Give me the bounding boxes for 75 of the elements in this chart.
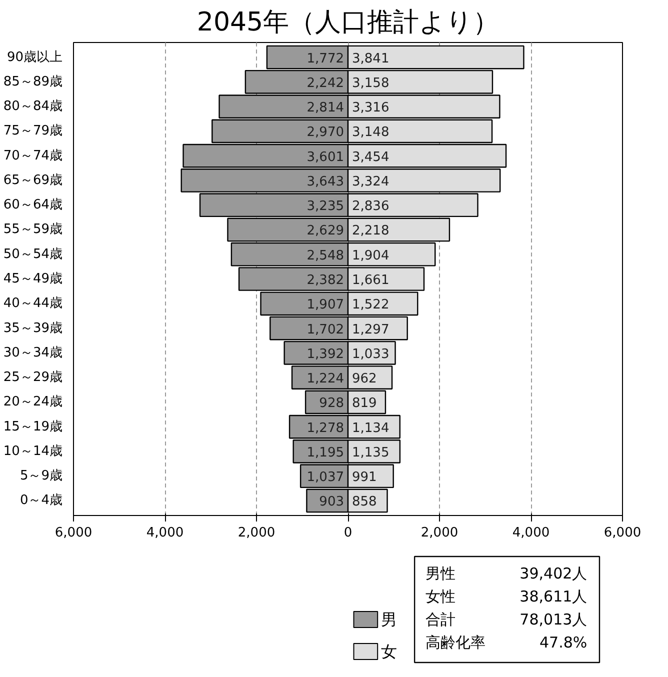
data-label: 1,904 xyxy=(352,248,390,264)
data-label: 1,772 xyxy=(306,51,344,66)
y-tick-label: 0～4歳 xyxy=(20,493,63,508)
y-tick-label: 25～29歳 xyxy=(3,370,63,386)
y-tick-label: 65～69歳 xyxy=(3,172,63,188)
y-tick-label: 80～84歳 xyxy=(3,99,63,114)
y-tick-label: 40～44歳 xyxy=(3,296,63,312)
text: 47.8% xyxy=(540,634,588,652)
data-label: 3,643 xyxy=(306,174,344,190)
x-tick-label: 6,000 xyxy=(54,526,92,540)
data-label: 1,907 xyxy=(306,298,344,313)
data-label: 3,316 xyxy=(352,100,390,116)
y-tick-label: 45～49歳 xyxy=(3,272,63,286)
y-tick-label: 10～14歳 xyxy=(3,444,63,459)
x-tick-label: 6,000 xyxy=(604,526,642,540)
text: 38,611人 xyxy=(520,588,588,606)
x-tick-label: 0 xyxy=(344,526,352,540)
data-label: 991 xyxy=(352,470,377,486)
x-tick-label: 2,000 xyxy=(238,526,276,540)
y-tick-label: 75～79歳 xyxy=(3,124,63,139)
data-label: 2,814 xyxy=(306,100,344,116)
data-label: 2,548 xyxy=(306,248,344,264)
data-label: 1,297 xyxy=(352,322,390,338)
data-label: 928 xyxy=(319,396,344,412)
data-label: 819 xyxy=(352,396,377,412)
y-tick-label: 30～34歳 xyxy=(3,345,63,360)
data-label: 1,661 xyxy=(352,273,390,288)
text: 女性 xyxy=(425,588,456,606)
chart-title: 2045年（人口推計より） xyxy=(196,8,500,38)
data-label: 3,454 xyxy=(352,150,390,165)
text: 高齢化率 xyxy=(425,634,486,652)
data-label: 1,033 xyxy=(352,346,390,362)
text: 合計 xyxy=(425,610,456,628)
legend-label: 女 xyxy=(380,642,397,661)
y-tick-label: 20～24歳 xyxy=(3,394,63,410)
y-tick-label: 15～19歳 xyxy=(3,419,63,434)
data-label: 1,278 xyxy=(306,420,344,436)
data-label: 1,702 xyxy=(306,322,344,338)
data-label: 3,148 xyxy=(352,125,390,140)
data-label: 1,522 xyxy=(352,298,390,313)
y-tick-label: 60～64歳 xyxy=(3,198,63,213)
y-tick-label: 70～74歳 xyxy=(3,148,63,164)
data-label: 903 xyxy=(319,494,344,510)
data-label: 2,218 xyxy=(352,224,390,239)
y-tick-label: 50～54歳 xyxy=(3,246,63,262)
data-label: 3,841 xyxy=(352,51,390,66)
x-tick-label: 2,000 xyxy=(420,526,458,540)
data-label: 1,135 xyxy=(352,445,390,460)
data-label: 962 xyxy=(352,372,377,387)
y-tick-label: 5～9歳 xyxy=(20,468,63,484)
y-tick-label: 85～89歳 xyxy=(3,74,63,90)
data-label: 2,970 xyxy=(306,125,344,140)
data-label: 3,158 xyxy=(352,76,390,91)
data-label: 1,392 xyxy=(306,346,344,362)
x-tick-label: 4,000 xyxy=(512,526,550,540)
text: 39,402人 xyxy=(520,564,588,582)
text: 男性 xyxy=(425,564,456,582)
data-label: 858 xyxy=(352,494,377,510)
data-label: 2,382 xyxy=(306,273,344,288)
y-tick-label: 35～39歳 xyxy=(3,320,63,336)
data-label: 3,324 xyxy=(352,174,390,190)
x-tick-label: 4,000 xyxy=(146,526,184,540)
data-label: 1,134 xyxy=(352,420,390,436)
data-label: 1,224 xyxy=(306,372,344,387)
legend-label: 男 xyxy=(380,610,397,629)
data-label: 2,242 xyxy=(306,76,344,91)
data-label: 1,037 xyxy=(306,470,344,486)
y-tick-label: 90歳以上 xyxy=(6,50,63,65)
y-tick-label: 55～59歳 xyxy=(3,222,63,238)
data-label: 2,629 xyxy=(306,224,344,239)
data-label: 2,836 xyxy=(352,199,390,214)
data-label: 1,195 xyxy=(306,445,344,460)
text: 78,013人 xyxy=(520,610,588,628)
data-label: 3,601 xyxy=(306,150,344,165)
data-label: 3,235 xyxy=(306,199,344,214)
